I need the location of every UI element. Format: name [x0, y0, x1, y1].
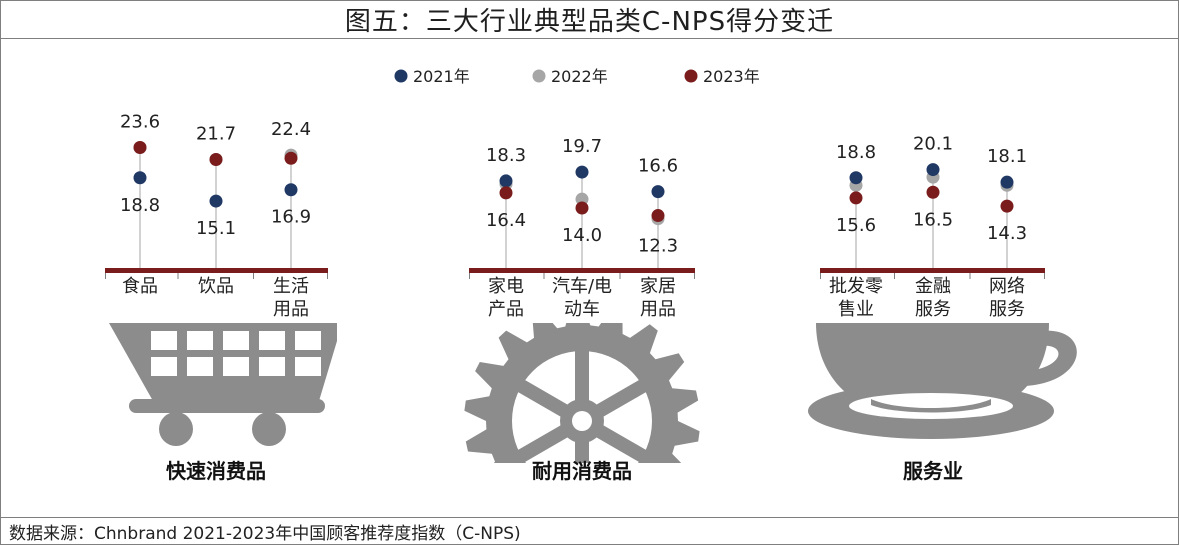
- point-2021: [926, 163, 940, 177]
- point-2021: [575, 165, 589, 179]
- data-label-max: 16.6: [638, 156, 678, 177]
- category-label: 动车: [564, 299, 600, 320]
- data-label-min: 16.9: [271, 207, 311, 228]
- point-2021: [1000, 175, 1014, 189]
- point-2021: [133, 171, 147, 185]
- point-2023: [575, 201, 589, 215]
- category-label: 售业: [838, 299, 874, 320]
- data-label-max: 20.1: [913, 134, 953, 155]
- chart-canvas: 2021年 2022年 2023年 23.6 18.8 食品 21.7 15.1 饮品 22.4…: [105, 67, 1077, 483]
- category-label: 产品: [488, 299, 524, 320]
- legend-label-2: 2023年: [703, 67, 760, 86]
- point-2023: [926, 185, 940, 199]
- data-label-max: 19.7: [562, 136, 602, 157]
- group-name-1: 耐用消费品: [532, 459, 632, 483]
- group-baseline-0: [105, 268, 328, 273]
- category-label: 汽车/电: [552, 276, 612, 297]
- category-label: 用品: [640, 299, 676, 320]
- gear-icon: [464, 323, 700, 463]
- data-label-max: 18.1: [987, 146, 1027, 167]
- category-label: 服务: [989, 299, 1025, 320]
- group-name-0: 快速消费品: [166, 459, 266, 483]
- category-label: 用品: [273, 299, 309, 320]
- point-2023: [849, 191, 863, 205]
- data-label-min: 12.3: [638, 236, 678, 257]
- category-label: 批发零: [829, 276, 883, 297]
- data-label-max: 21.7: [196, 123, 236, 144]
- category-label: 家居: [640, 276, 676, 297]
- data-label-max: 18.3: [486, 145, 526, 166]
- data-label-max: 22.4: [271, 119, 311, 140]
- category-label: 网络: [989, 276, 1025, 297]
- category-label: 家电: [488, 276, 524, 297]
- legend-label-0: 2021年: [413, 67, 470, 86]
- data-label-min: 18.8: [120, 195, 160, 216]
- data-label-max: 23.6: [120, 112, 160, 133]
- legend: 2021年 2022年 2023年: [394, 67, 760, 86]
- data-label-min: 16.4: [486, 210, 526, 231]
- data-label-min: 16.5: [913, 209, 953, 230]
- point-2021: [499, 174, 513, 188]
- data-label-min: 14.3: [987, 223, 1027, 244]
- legend-label-1: 2022年: [551, 67, 608, 86]
- point-2023: [651, 209, 665, 223]
- data-label-min: 14.0: [562, 225, 602, 246]
- category-label: 服务: [915, 299, 951, 320]
- category-label: 饮品: [198, 276, 234, 297]
- point-2021: [651, 185, 665, 199]
- shopping-cart-icon: [109, 323, 337, 446]
- category-label: 金融: [915, 276, 951, 297]
- point-2023: [209, 152, 223, 166]
- data-label-min: 15.1: [196, 218, 236, 239]
- legend-marker-1: [532, 69, 546, 83]
- data-label-min: 15.6: [836, 215, 876, 236]
- group-icons: [109, 323, 1077, 463]
- category-label: 生活: [273, 276, 309, 297]
- legend-marker-2: [684, 69, 698, 83]
- coffee-cup-icon: [808, 323, 1077, 439]
- group-baseline-1: [469, 268, 695, 273]
- data-label-max: 18.8: [836, 142, 876, 163]
- legend-marker-0: [394, 69, 408, 83]
- point-2023: [1000, 199, 1014, 213]
- point-2021: [284, 183, 298, 197]
- point-2021: [209, 194, 223, 208]
- chart-marks: 23.618.8食品21.715.1饮品22.416.9生活用品快速消费品18.…: [105, 112, 1045, 483]
- group-baseline-2: [820, 268, 1045, 273]
- point-2023: [284, 151, 298, 165]
- chart-title: 图五：三大行业典型品类C-NPS得分变迁: [344, 7, 835, 37]
- source-note: 数据来源：Chnbrand 2021-2023年中国顾客推荐度指数（C-NPS): [9, 524, 521, 544]
- title-bar: 图五：三大行业典型品类C-NPS得分变迁: [1, 1, 1178, 39]
- group-name-2: 服务业: [903, 459, 963, 483]
- point-2023: [133, 141, 147, 155]
- source-bar: 数据来源：Chnbrand 2021-2023年中国顾客推荐度指数（C-NPS): [1, 517, 1178, 545]
- category-label: 食品: [122, 276, 158, 297]
- point-2023: [499, 186, 513, 200]
- point-2021: [849, 171, 863, 185]
